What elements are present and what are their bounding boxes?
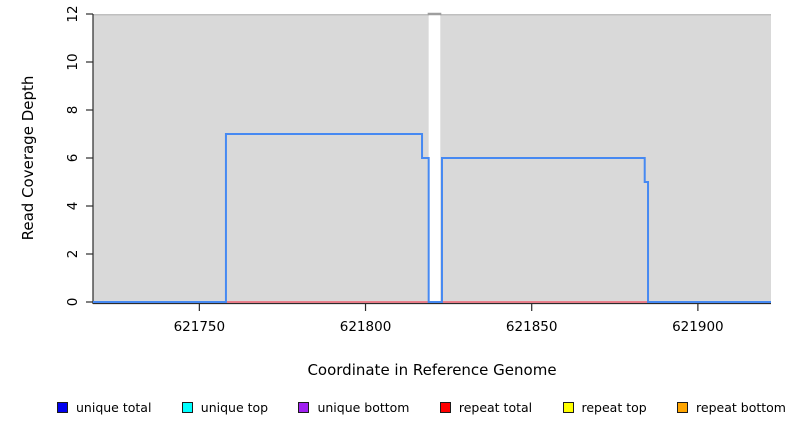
- unique-top-swatch-icon: [181, 402, 193, 413]
- legend-item-repeat-bottom: repeat bottom: [677, 400, 786, 415]
- legend-label-unique-top: unique top: [200, 400, 269, 415]
- y-tick-label: 4: [65, 202, 81, 211]
- x-tick-label: 621800: [340, 319, 392, 335]
- legend-label-repeat-bottom: repeat bottom: [696, 400, 786, 415]
- legend-item-unique-bottom: unique bottom: [298, 400, 410, 415]
- y-axis-title: Read Coverage Depth: [19, 76, 37, 241]
- axes: 621750 621800 621850 621900 0 2 4 6 8 10 12: [65, 5, 771, 335]
- x-tick-label: 621750: [174, 319, 226, 335]
- unique-bottom-swatch-icon: [298, 402, 310, 413]
- legend-label-unique-bottom: unique bottom: [317, 400, 410, 415]
- y-tick-label: 2: [65, 250, 81, 259]
- x-tick-label: 621850: [506, 319, 558, 335]
- legend-label-unique-total: unique total: [76, 400, 152, 415]
- repeat-total-swatch-icon: [439, 402, 451, 413]
- y-tick-label: 8: [65, 106, 81, 115]
- legend-label-repeat-top: repeat top: [581, 400, 647, 415]
- legend-item-unique-total: unique total: [57, 400, 151, 415]
- x-tick-label: 621900: [672, 319, 724, 335]
- legend-item-repeat-total: repeat total: [439, 400, 533, 415]
- y-tick-label: 10: [65, 53, 81, 70]
- legend-item-repeat-top: repeat top: [562, 400, 647, 415]
- legend-label-repeat-total: repeat total: [458, 400, 533, 415]
- y-tick-label: 0: [65, 298, 81, 307]
- legend: unique total unique top unique bottom repea…: [57, 399, 786, 416]
- x-axis-title: Coordinate in Reference Genome: [307, 361, 556, 379]
- unique-total-swatch-icon: [57, 402, 68, 413]
- repeat-bottom-swatch-icon: [677, 402, 689, 413]
- series-line-unique-total: [93, 133, 771, 303]
- y-tick-label: 12: [65, 5, 81, 22]
- legend-item-unique-top: unique top: [181, 400, 269, 415]
- series-lines: [93, 133, 771, 303]
- repeat-top-swatch-icon: [562, 402, 574, 413]
- coverage-regions: [93, 12, 771, 302]
- coverage-region-1: [93, 14, 429, 302]
- y-tick-label: 6: [65, 154, 81, 163]
